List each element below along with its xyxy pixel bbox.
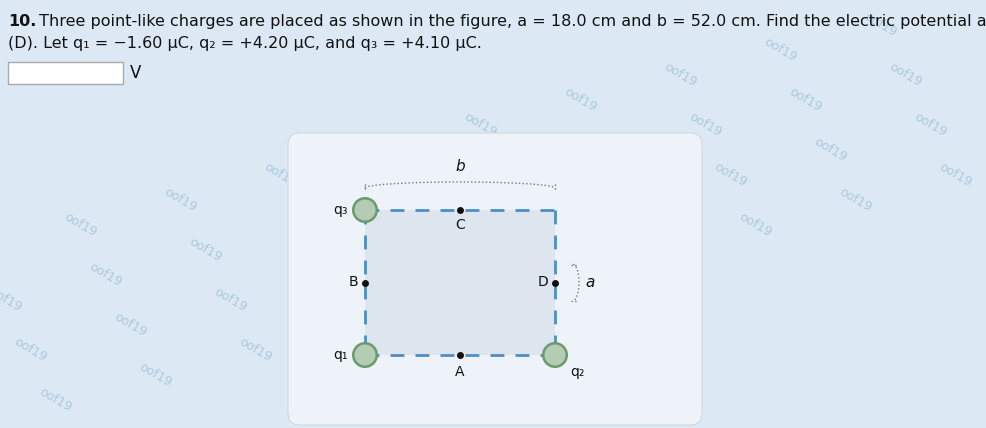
Text: oof19: oof19	[261, 160, 299, 190]
Circle shape	[544, 345, 566, 366]
Text: oof19: oof19	[312, 261, 349, 289]
Text: oof19: oof19	[286, 211, 323, 240]
Circle shape	[542, 342, 568, 368]
Text: oof19: oof19	[811, 136, 849, 164]
FancyBboxPatch shape	[288, 133, 702, 425]
Text: oof19: oof19	[387, 185, 424, 214]
Text: oof19: oof19	[761, 36, 799, 65]
Bar	[365, 210, 555, 355]
Text: oof19: oof19	[911, 110, 949, 140]
Text: q₂: q₂	[570, 365, 585, 379]
FancyBboxPatch shape	[8, 62, 123, 84]
Text: b: b	[456, 159, 464, 174]
Text: oof19: oof19	[12, 336, 48, 365]
Circle shape	[355, 199, 376, 220]
Text: oof19: oof19	[162, 185, 198, 214]
Text: oof19: oof19	[336, 310, 374, 339]
Text: oof19: oof19	[437, 285, 473, 315]
Text: oof19: oof19	[0, 285, 24, 315]
Text: oof19: oof19	[186, 235, 224, 265]
Text: oof19: oof19	[237, 336, 274, 365]
Text: oof19: oof19	[486, 160, 524, 190]
Text: oof19: oof19	[87, 261, 123, 289]
Text: oof19: oof19	[362, 136, 398, 164]
Text: Three point-like charges are placed as shown in the figure, a = 18.0 cm and b = : Three point-like charges are placed as s…	[34, 14, 986, 29]
Circle shape	[355, 345, 376, 366]
Text: oof19: oof19	[587, 136, 623, 164]
Text: oof19: oof19	[211, 285, 248, 315]
Circle shape	[352, 342, 378, 368]
Text: oof19: oof19	[737, 211, 774, 240]
Text: C: C	[456, 218, 464, 232]
Text: oof19: oof19	[862, 11, 898, 39]
Text: oof19: oof19	[886, 60, 924, 89]
Text: q₁: q₁	[333, 348, 348, 362]
Text: oof19: oof19	[561, 86, 599, 115]
Text: oof19: oof19	[36, 386, 74, 414]
Text: a: a	[585, 275, 595, 290]
Text: oof19: oof19	[411, 235, 449, 265]
Text: oof19: oof19	[711, 160, 748, 190]
Text: oof19: oof19	[636, 235, 673, 265]
Text: oof19: oof19	[512, 211, 548, 240]
Text: oof19: oof19	[686, 110, 724, 140]
Text: B: B	[348, 276, 358, 289]
Text: oof19: oof19	[611, 185, 649, 214]
Text: q₃: q₃	[333, 203, 348, 217]
Text: A: A	[456, 365, 464, 379]
Text: oof19: oof19	[662, 60, 699, 89]
Text: oof19: oof19	[836, 185, 874, 214]
Text: V: V	[130, 64, 141, 82]
Text: oof19: oof19	[937, 160, 973, 190]
Text: oof19: oof19	[461, 110, 499, 140]
Text: oof19: oof19	[136, 360, 174, 389]
Text: oof19: oof19	[536, 261, 574, 289]
Text: oof19: oof19	[787, 86, 823, 115]
Text: oof19: oof19	[61, 211, 99, 240]
Text: (D). Let q₁ = −1.60 μC, q₂ = +4.20 μC, and q₃ = +4.10 μC.: (D). Let q₁ = −1.60 μC, q₂ = +4.20 μC, a…	[8, 36, 482, 51]
Text: 10.: 10.	[8, 14, 36, 29]
Circle shape	[352, 197, 378, 223]
Text: D: D	[537, 276, 548, 289]
Text: oof19: oof19	[111, 310, 149, 339]
